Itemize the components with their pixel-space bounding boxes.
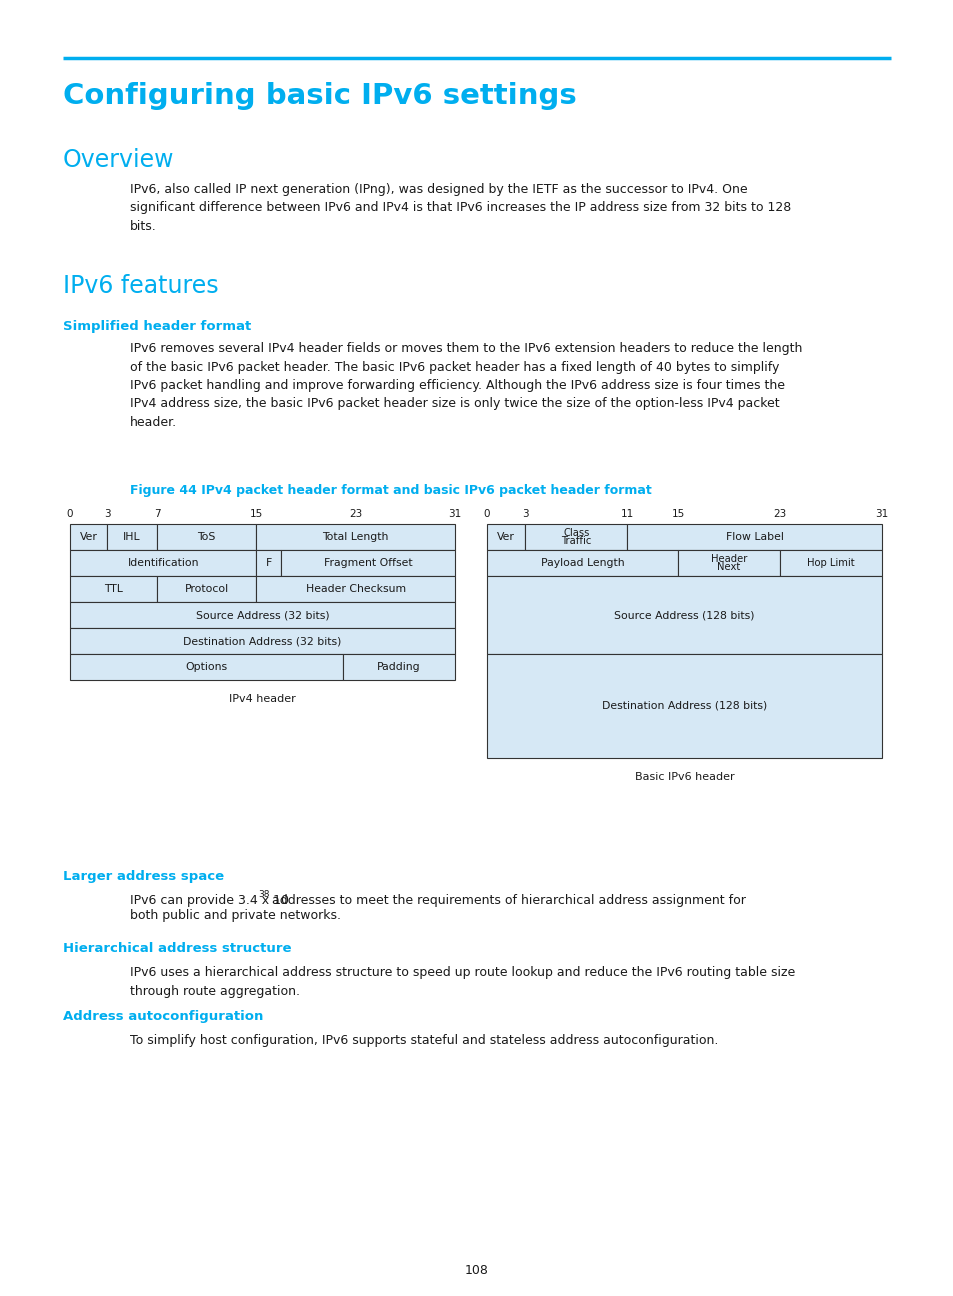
Text: 38: 38 <box>258 890 270 899</box>
Text: Destination Address (32 bits): Destination Address (32 bits) <box>183 636 341 645</box>
Bar <box>70 524 107 550</box>
Bar <box>256 524 455 550</box>
Bar <box>281 550 455 575</box>
Text: 3: 3 <box>104 509 111 518</box>
Text: IPv6 can provide 3.4 x 10: IPv6 can provide 3.4 x 10 <box>130 894 289 907</box>
Text: 0: 0 <box>67 509 73 518</box>
Text: IHL: IHL <box>123 531 141 542</box>
Text: Basic IPv6 header: Basic IPv6 header <box>634 772 734 781</box>
Text: Options: Options <box>185 662 228 673</box>
Text: 108: 108 <box>464 1264 489 1277</box>
Text: Simplified header format: Simplified header format <box>63 320 251 333</box>
Bar <box>678 550 780 575</box>
Bar <box>256 575 455 603</box>
Text: To simplify host configuration, IPv6 supports stateful and stateless address aut: To simplify host configuration, IPv6 sup… <box>130 1034 718 1047</box>
Text: 3: 3 <box>521 509 528 518</box>
Bar <box>70 575 157 603</box>
Bar <box>780 550 882 575</box>
Text: Identification: Identification <box>128 559 198 568</box>
Text: Ver: Ver <box>497 531 515 542</box>
Bar <box>256 550 281 575</box>
Text: Larger address space: Larger address space <box>63 870 224 883</box>
Text: IPv6, also called IP next generation (IPng), was designed by the IETF as the suc: IPv6, also called IP next generation (IP… <box>130 183 790 233</box>
Text: Address autoconfiguration: Address autoconfiguration <box>63 1010 263 1023</box>
Text: 23: 23 <box>349 509 362 518</box>
Text: 0: 0 <box>483 509 490 518</box>
Text: 23: 23 <box>773 509 786 518</box>
Text: IPv6 features: IPv6 features <box>63 273 218 298</box>
Bar <box>486 654 882 758</box>
Text: Flow Label: Flow Label <box>725 531 782 542</box>
Text: Figure 44 IPv4 packet header format and basic IPv6 packet header format: Figure 44 IPv4 packet header format and … <box>130 483 651 496</box>
Bar <box>70 603 455 629</box>
Text: Fragment Offset: Fragment Offset <box>323 559 412 568</box>
Text: addresses to meet the requirements of hierarchical address assignment for: addresses to meet the requirements of hi… <box>268 894 745 907</box>
Text: 31: 31 <box>448 509 461 518</box>
Text: Hop Limit: Hop Limit <box>806 559 854 568</box>
Bar <box>70 654 343 680</box>
Text: Payload Length: Payload Length <box>540 559 623 568</box>
Text: 15: 15 <box>250 509 263 518</box>
Text: 11: 11 <box>619 509 633 518</box>
Text: both public and private networks.: both public and private networks. <box>130 908 340 921</box>
Text: 31: 31 <box>875 509 887 518</box>
Bar <box>486 550 678 575</box>
Text: Hierarchical address structure: Hierarchical address structure <box>63 942 292 955</box>
Text: 15: 15 <box>671 509 684 518</box>
Bar <box>157 575 256 603</box>
Text: Overview: Overview <box>63 148 174 172</box>
Bar <box>525 524 626 550</box>
Text: Destination Address (128 bits): Destination Address (128 bits) <box>601 701 766 712</box>
Text: 7: 7 <box>153 509 160 518</box>
Text: Next: Next <box>717 562 740 573</box>
Bar <box>70 550 256 575</box>
Text: Header Checksum: Header Checksum <box>305 584 405 594</box>
Text: Configuring basic IPv6 settings: Configuring basic IPv6 settings <box>63 82 577 110</box>
Text: Source Address (32 bits): Source Address (32 bits) <box>195 610 329 619</box>
Text: F: F <box>265 559 272 568</box>
Text: Class: Class <box>562 527 589 538</box>
Text: Protocol: Protocol <box>184 584 229 594</box>
Bar <box>486 575 882 654</box>
Text: Source Address (128 bits): Source Address (128 bits) <box>614 610 754 619</box>
Bar <box>107 524 157 550</box>
Text: IPv6 removes several IPv4 header fields or moves them to the IPv6 extension head: IPv6 removes several IPv4 header fields … <box>130 342 801 429</box>
Bar <box>70 629 455 654</box>
Bar <box>343 654 455 680</box>
Text: Padding: Padding <box>376 662 420 673</box>
Text: Traffic: Traffic <box>560 537 591 547</box>
Text: TTL: TTL <box>104 584 123 594</box>
Bar <box>486 524 525 550</box>
Text: IPv6 uses a hierarchical address structure to speed up route lookup and reduce t: IPv6 uses a hierarchical address structu… <box>130 966 795 998</box>
Text: IPv4 header: IPv4 header <box>229 693 295 704</box>
Bar <box>626 524 882 550</box>
Text: Ver: Ver <box>80 531 97 542</box>
Bar <box>157 524 256 550</box>
Text: Total Length: Total Length <box>322 531 389 542</box>
Text: Header: Header <box>710 553 746 564</box>
Text: ToS: ToS <box>197 531 215 542</box>
